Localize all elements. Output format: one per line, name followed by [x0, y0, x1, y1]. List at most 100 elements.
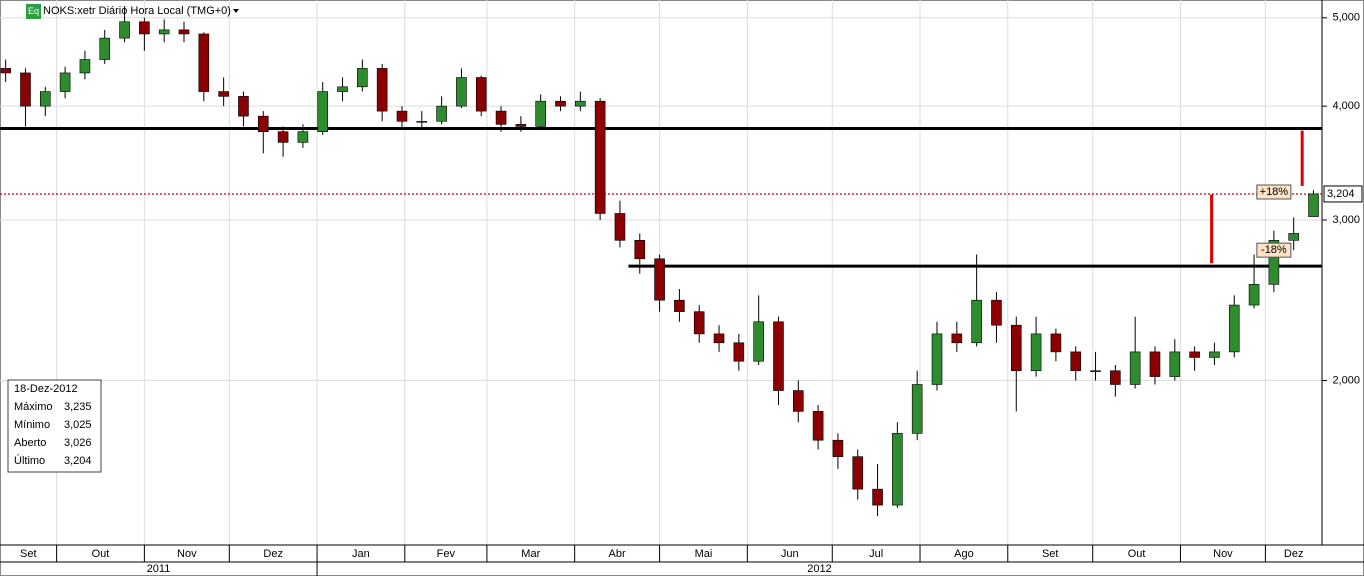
y-tick-label: 3,000: [1332, 214, 1360, 226]
badge-box: [26, 4, 41, 19]
badge: Eq: [28, 6, 39, 16]
candle-body: [614, 213, 626, 241]
candle-body: [1070, 351, 1082, 372]
candle-body: [158, 29, 170, 35]
info-label: Mínimo: [14, 419, 50, 431]
x-tick-label: Jun: [781, 548, 799, 560]
y-tick-label: 4,000: [1332, 100, 1360, 112]
candle-body: [892, 433, 903, 506]
year-label: 2012: [807, 563, 831, 575]
year-label: 2011: [147, 563, 171, 575]
candle-body: [475, 77, 487, 112]
candle-body: [119, 21, 130, 39]
chart-title: NOKS:xetr Diário Hora Local (TMG+0): [43, 5, 231, 17]
x-tick-label: Jul: [869, 548, 883, 560]
candle-body: [951, 333, 963, 344]
candle-body: [139, 21, 150, 35]
x-tick-label: Nov: [177, 548, 197, 560]
candle-body: [416, 120, 428, 123]
candle-body: [1129, 351, 1141, 385]
candle-body: [1050, 333, 1062, 353]
candle-body: [0, 68, 11, 74]
x-tick-label: Ago: [954, 548, 974, 560]
candle-body: [1209, 351, 1220, 358]
candle-body: [1228, 304, 1240, 353]
candle-body: [218, 91, 229, 97]
candle-body: [198, 33, 210, 92]
info-date: 18-Dez-2012: [14, 383, 78, 395]
x-tick-label: Fev: [437, 548, 456, 560]
info-value: 3,235: [64, 401, 92, 413]
candle-body: [1149, 351, 1161, 377]
dropdown-arrow: [233, 9, 239, 13]
candle-body: [991, 299, 1002, 326]
candle-body: [654, 258, 665, 301]
candle-body: [832, 439, 844, 457]
candle-body: [257, 115, 269, 132]
candle-body: [1308, 193, 1319, 217]
candle-body: [456, 77, 467, 107]
candle-body: [634, 240, 646, 260]
candle-body: [792, 390, 804, 412]
annotation-box: [1256, 242, 1292, 258]
candle-body: [59, 72, 71, 92]
candle-body: [713, 333, 725, 344]
candle-body: [1110, 370, 1121, 385]
candle-body: [1189, 351, 1200, 358]
x-tick-label: Dez: [263, 548, 283, 560]
candle-body: [178, 29, 190, 35]
x-tick-label: Mar: [521, 548, 540, 560]
price-label-box: [1323, 185, 1363, 203]
annotation-box: [1256, 184, 1292, 200]
candle-body: [357, 68, 368, 88]
info-box: [7, 379, 102, 473]
x-tick-label: Out: [92, 548, 110, 560]
candle-body: [733, 342, 745, 362]
x-tick-label: Out: [1128, 548, 1146, 560]
info-label: Aberto: [14, 437, 46, 449]
candle-body: [1030, 333, 1042, 372]
x-tick-label: Set: [1042, 548, 1059, 560]
y-tick-label: 2,000: [1332, 374, 1360, 386]
candle-body: [436, 105, 447, 122]
candle-body: [535, 100, 546, 127]
candle-body: [1288, 233, 1299, 241]
info-value: 3,025: [64, 419, 92, 431]
candle-body: [238, 96, 249, 117]
candle-body: [337, 86, 348, 92]
candle-body: [39, 91, 51, 107]
candle-body: [575, 100, 586, 107]
candle-body: [79, 59, 91, 74]
candle-body: [931, 333, 943, 385]
x-tick-label: Nov: [1213, 548, 1233, 560]
x-tick-label: Abr: [609, 548, 626, 560]
candle-body: [515, 124, 527, 127]
candle-body: [1090, 370, 1101, 373]
candle-body: [297, 131, 309, 143]
y-tick-label: 5,000: [1332, 12, 1360, 24]
candle-body: [812, 411, 824, 441]
info-value: 3,026: [64, 437, 92, 449]
candle-body: [1169, 351, 1181, 377]
candle-body: [872, 488, 883, 506]
candle-body: [773, 321, 784, 391]
candle-body: [911, 384, 923, 434]
candle-body: [1010, 324, 1022, 372]
candle-body: [396, 110, 408, 122]
x-tick-label: Mai: [695, 548, 713, 560]
candle-body: [753, 321, 764, 362]
candle-body: [594, 100, 606, 214]
x-tick-label: Set: [20, 548, 37, 560]
candle-body: [1248, 284, 1260, 306]
info-value: 3,204: [64, 455, 92, 467]
candle-body: [376, 68, 388, 112]
candle-body: [693, 311, 705, 335]
price-label: 3,204: [1327, 188, 1355, 200]
candle-body: [277, 131, 289, 143]
info-label: Máximo: [14, 401, 53, 413]
annotation: +18%: [1260, 186, 1289, 198]
candle-body: [317, 91, 329, 132]
candle-body: [1268, 240, 1280, 285]
candle-body: [555, 100, 566, 107]
